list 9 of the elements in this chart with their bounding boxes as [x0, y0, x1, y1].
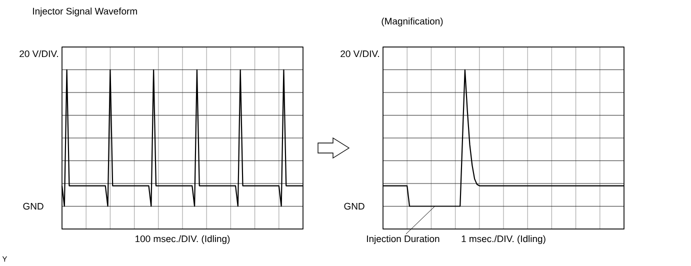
text: GND	[344, 202, 364, 210]
y-axis-title: 20 V/DIV.	[340, 50, 379, 58]
text: GND	[23, 202, 44, 210]
chart-title: (Magnification)	[382, 18, 443, 26]
x-axis-title: 100 msec./DIV. (Idling)	[136, 235, 230, 244]
text: Injection Duration	[367, 235, 440, 244]
y-axis-title: 20 V/DIV.	[20, 50, 58, 58]
chart-title: Injector Signal Waveform	[33, 8, 137, 16]
x-axis-title: 1 msec./DIV. (Idling)	[462, 235, 546, 244]
